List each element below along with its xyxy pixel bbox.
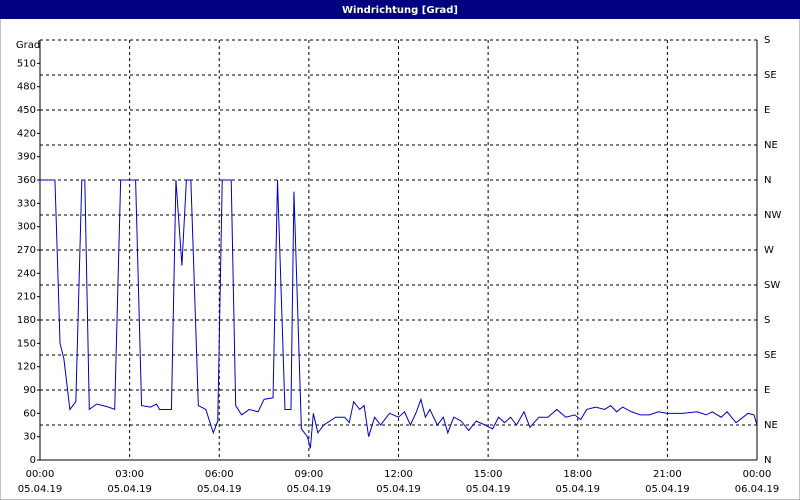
y2-tick-label: NW — [764, 210, 781, 221]
x-tick-label: 05.04.19 — [287, 484, 332, 495]
y-tick-label: 90 — [23, 385, 36, 396]
x-tick-label: 05.04.19 — [645, 484, 690, 495]
y-tick-label: 420 — [17, 128, 36, 139]
y-tick-label: 270 — [17, 245, 36, 256]
x-tick-label: 15:00 — [474, 469, 503, 480]
y-tick-label: 390 — [17, 152, 36, 163]
x-tick-label: 00:00 — [26, 469, 55, 480]
y2-tick-label: NE — [764, 420, 778, 431]
x-tick-label: 18:00 — [563, 469, 592, 480]
x-tick-label: 06:00 — [205, 469, 234, 480]
x-tick-label: 05.04.19 — [555, 484, 600, 495]
y2-tick-label: W — [764, 245, 774, 256]
y-tick-label: 450 — [17, 105, 36, 116]
y-tick-label: 480 — [17, 82, 36, 93]
y-tick-label: 180 — [17, 315, 36, 326]
y2-tick-label: SE — [764, 70, 777, 81]
y-tick-label: 60 — [23, 408, 36, 419]
x-tick-label: 06.04.19 — [735, 484, 780, 495]
x-tick-label: 05.04.19 — [376, 484, 421, 495]
y2-tick-label: S — [764, 35, 770, 46]
x-tick-label: 03:00 — [115, 469, 144, 480]
y-tick-label: 330 — [17, 198, 36, 209]
data-line — [40, 179, 758, 449]
x-tick-label: 05.04.19 — [107, 484, 152, 495]
y-tick-label: 360 — [17, 175, 36, 186]
y-axis-label: Grad — [16, 40, 40, 51]
y2-tick-label: NE — [764, 140, 778, 151]
y-tick-label: 0 — [30, 455, 36, 466]
x-tick-label: 09:00 — [294, 469, 323, 480]
y2-tick-label: N — [764, 455, 771, 466]
title-bar — [0, 0, 800, 19]
y-tick-label: 30 — [23, 432, 36, 443]
x-tick-label: 12:00 — [384, 469, 413, 480]
y-tick-label: 150 — [17, 338, 36, 349]
y2-tick-label: N — [764, 175, 771, 186]
y-tick-label: 300 — [17, 222, 36, 233]
y2-tick-label: E — [764, 105, 770, 116]
x-tick-label: 00:00 — [743, 469, 772, 480]
x-tick-label: 21:00 — [653, 469, 682, 480]
y-tick-label: 120 — [17, 362, 36, 373]
y2-tick-label: SW — [764, 280, 780, 291]
x-tick-label: 05.04.19 — [18, 484, 63, 495]
x-tick-label: 05.04.19 — [466, 484, 511, 495]
chart-title: Windrichtung [Grad] — [342, 5, 458, 16]
y-tick-label: 510 — [17, 58, 36, 69]
y2-tick-label: E — [764, 385, 770, 396]
x-tick-label: 05.04.19 — [197, 484, 242, 495]
y2-tick-label: S — [764, 315, 770, 326]
y-tick-label: 240 — [17, 268, 36, 279]
y-tick-label: 210 — [17, 292, 36, 303]
y2-tick-label: SE — [764, 350, 777, 361]
